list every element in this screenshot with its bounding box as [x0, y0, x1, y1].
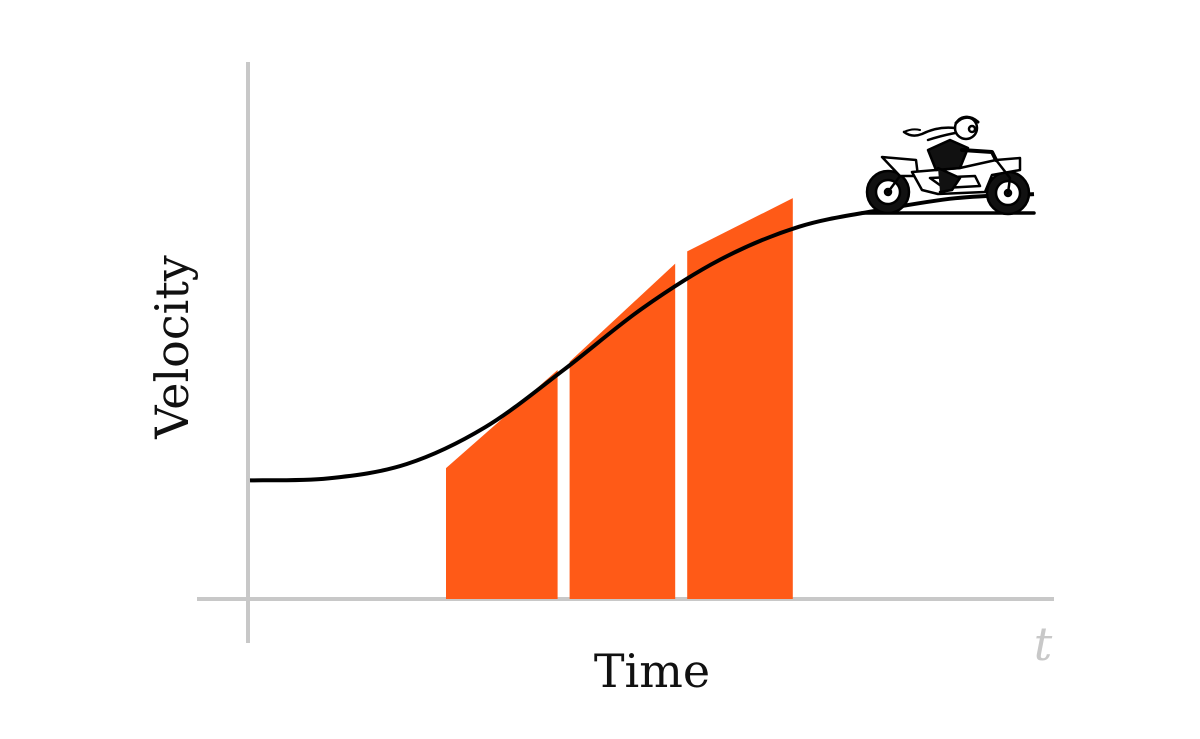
y-axis-label: Velocity — [145, 255, 199, 440]
riemann-rectangles — [446, 198, 793, 599]
riemann-rectangle-2 — [569, 263, 676, 599]
x-axis-variable-label: t — [1034, 617, 1053, 671]
riemann-rectangle-3 — [687, 198, 793, 599]
riemann-rectangle-1 — [446, 369, 558, 599]
x-axis-label: Time — [594, 644, 710, 698]
motorcycle-rider-illustration — [860, 115, 1036, 216]
